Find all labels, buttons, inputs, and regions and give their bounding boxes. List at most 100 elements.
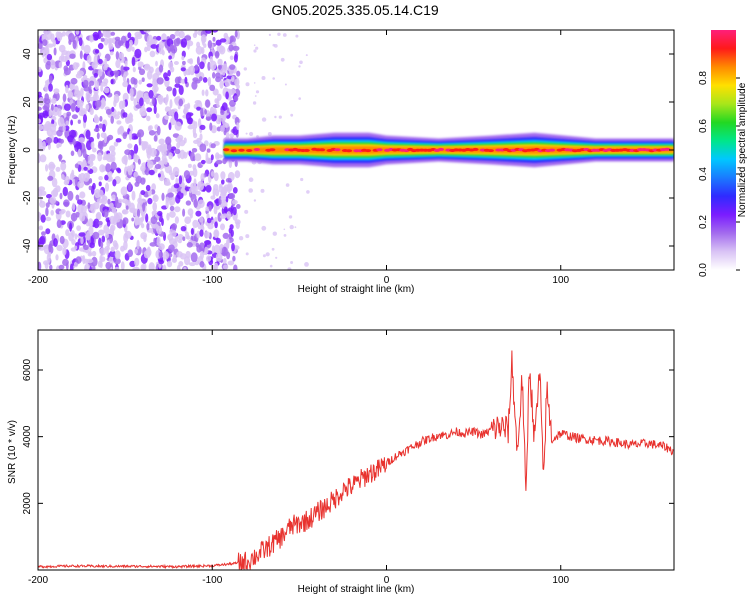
noise-blob <box>93 128 100 132</box>
noise-blob <box>210 195 216 200</box>
noise-blob <box>114 266 120 270</box>
noise-blob <box>105 261 112 270</box>
noise-blob <box>219 38 227 43</box>
signal-core-blob <box>269 148 276 152</box>
noise-blob <box>172 166 180 176</box>
noise-blob <box>232 255 236 262</box>
noise-blob <box>91 264 96 270</box>
noise-blob <box>58 44 66 53</box>
noise-blob <box>144 46 148 53</box>
noise-blob <box>224 78 231 87</box>
noise-blob <box>127 249 133 257</box>
noise-speck <box>271 247 275 251</box>
noise-blob <box>88 136 95 143</box>
noise-speck <box>272 231 277 236</box>
noise-blob <box>59 138 64 144</box>
noise-blob <box>168 244 175 253</box>
noise-blob <box>45 43 49 54</box>
noise-blob <box>146 115 151 122</box>
noise-blob <box>111 206 117 214</box>
noise-blob <box>45 137 53 144</box>
noise-speck <box>245 132 248 135</box>
noise-blob <box>136 208 141 218</box>
noise-blob <box>134 48 142 59</box>
noise-blob <box>74 163 79 169</box>
noise-speck <box>283 228 286 231</box>
noise-blob <box>103 64 108 71</box>
noise-blob <box>214 50 220 59</box>
noise-blob <box>195 79 201 84</box>
noise-blob <box>215 160 223 165</box>
noise-blob <box>178 261 184 267</box>
noise-blob <box>140 190 146 196</box>
noise-blob <box>152 202 157 212</box>
noise-blob <box>232 45 240 52</box>
noise-blob <box>74 89 81 98</box>
noise-blob <box>215 237 221 244</box>
noise-blob <box>187 124 194 130</box>
snr-xtick-label: -100 <box>202 575 222 586</box>
noise-blob <box>155 60 158 67</box>
noise-blob <box>86 172 90 180</box>
noise-blob <box>58 154 62 162</box>
noise-blob <box>168 55 172 60</box>
noise-blob <box>223 35 230 45</box>
noise-speck <box>280 57 285 62</box>
spectrogram-xtick-label: -100 <box>202 275 222 286</box>
noise-blob <box>103 78 109 85</box>
noise-blob <box>127 154 132 161</box>
noise-blob <box>150 44 158 49</box>
noise-blob <box>42 39 48 46</box>
noise-blob <box>45 207 49 217</box>
noise-blob <box>188 262 196 267</box>
noise-blob <box>137 91 144 97</box>
noise-blob <box>106 153 113 163</box>
noise-blob <box>134 181 140 187</box>
noise-blob <box>199 133 203 141</box>
noise-blob <box>38 225 44 231</box>
noise-blob <box>51 97 57 104</box>
noise-blob <box>226 251 231 260</box>
noise-blob <box>198 76 203 82</box>
noise-blob <box>109 250 116 258</box>
colorbar-gradient <box>711 30 736 270</box>
noise-blob <box>146 83 153 88</box>
noise-blob <box>123 154 128 162</box>
noise-blob <box>234 30 238 38</box>
noise-blob <box>69 222 73 232</box>
noise-blob <box>110 161 117 171</box>
noise-blob <box>164 181 171 186</box>
noise-blob <box>176 191 184 200</box>
noise-blob <box>92 182 96 190</box>
noise-blob <box>168 169 173 176</box>
noise-blob <box>38 42 43 50</box>
noise-blob <box>41 141 47 150</box>
noise-blob <box>100 132 107 139</box>
noise-blob <box>173 38 181 47</box>
noise-blob <box>222 116 226 126</box>
noise-blob <box>92 31 100 41</box>
noise-blob <box>235 221 240 229</box>
noise-blob <box>132 66 136 73</box>
noise-blob <box>110 31 116 36</box>
noise-blob <box>115 59 121 69</box>
noise-blob <box>163 251 169 260</box>
noise-blob <box>169 99 173 109</box>
noise-blob <box>67 91 74 99</box>
noise-blob <box>145 213 149 223</box>
noise-blob <box>127 181 132 191</box>
noise-speck <box>282 33 287 37</box>
noise-blob <box>158 64 164 73</box>
noise-blob <box>53 88 60 94</box>
noise-blob <box>128 130 133 141</box>
noise-blob <box>68 32 75 43</box>
noise-blob <box>199 229 204 237</box>
snr-panel: -200 -100 0 100 2000 4000 6000 Height of strai… <box>7 329 675 595</box>
noise-blob <box>38 244 46 251</box>
noise-blob <box>136 132 141 138</box>
noise-blob <box>108 256 115 265</box>
noise-blob <box>192 219 199 228</box>
noise-blob <box>210 171 215 177</box>
noise-blob <box>220 196 227 201</box>
signal-core-blob <box>223 148 230 152</box>
